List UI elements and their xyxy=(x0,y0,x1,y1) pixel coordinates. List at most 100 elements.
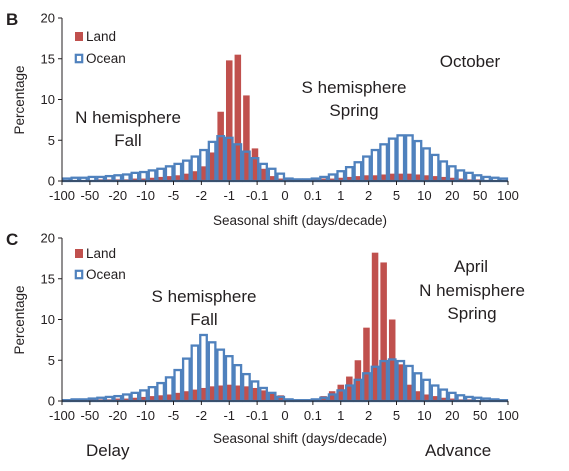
panel-b-ocean-bar xyxy=(104,174,114,183)
panel-c-ocean-bar xyxy=(104,395,114,403)
panel-b-land-bar xyxy=(337,177,345,181)
panel-b-land-bar xyxy=(234,54,242,181)
panel-b-land-bar xyxy=(388,173,396,181)
panel-c-legend: Land Ocean xyxy=(74,246,126,282)
panel-c-land-bar xyxy=(131,397,139,401)
panel-b-y-tick-label: 20 xyxy=(41,11,55,26)
panel-b-x-tick-label: -10 xyxy=(136,188,155,203)
panel-c-x-tick-label: -1 xyxy=(223,408,235,423)
panel-b-ocean-bar xyxy=(473,174,483,183)
panel-b-x-tick-label: -100 xyxy=(49,188,75,203)
panel-c-land-bar xyxy=(140,396,147,401)
panel-b-land-bar xyxy=(191,171,199,181)
panel-c-land-bar xyxy=(174,392,182,401)
panel-b-month-label: October xyxy=(440,52,501,71)
panel-c-x-tick-label: 0 xyxy=(281,408,288,423)
panel-c-land-bar xyxy=(260,390,267,401)
panel-c-x-axis-title: Seasonal shift (days/decade) xyxy=(213,431,387,446)
panel-c-x-tick-label: -10 xyxy=(136,408,155,423)
panel-c-x-tick-label: 100 xyxy=(497,408,519,423)
panel-c-y-tick-label: 15 xyxy=(41,271,55,286)
panel-b-land-bar xyxy=(363,175,370,181)
panel-c-legend-land: Land xyxy=(86,246,116,261)
panel-b-land-bar xyxy=(431,176,439,181)
panel-b-land-bar xyxy=(354,176,362,181)
panel-c-y-tick-label: 10 xyxy=(41,312,55,327)
panel-c-x-tick-label: -20 xyxy=(108,408,127,423)
panel-c-land-bar xyxy=(251,387,259,401)
panel-c-y-axis-title: Percentage xyxy=(12,285,27,354)
panel-b-x-tick-label: 5 xyxy=(393,188,400,203)
panel-c-bars xyxy=(61,252,509,403)
panel-c-land-bar xyxy=(225,384,233,401)
panel-b-x-tick-label: -20 xyxy=(108,188,127,203)
panel-c-land-bar xyxy=(200,387,207,401)
panel-c-y-tick-label: 20 xyxy=(41,231,55,246)
panel-b-ocean-bar xyxy=(276,172,286,183)
panel-b-x-tick-label: -0.1 xyxy=(246,188,268,203)
panel-b-ocean-bar xyxy=(121,173,131,183)
panel-c-legend-land-swatch xyxy=(75,249,83,258)
panel-c-ocean-bar xyxy=(121,393,131,403)
panel-b-land-bar xyxy=(320,178,327,181)
panel-b-y-tick-label: 15 xyxy=(41,51,55,66)
panel-b-legend-land: Land xyxy=(86,29,116,44)
panel-b-land-bar xyxy=(251,148,259,181)
panel-b-x-tick-label: -5 xyxy=(168,188,180,203)
panel-c-land-bar xyxy=(346,376,353,401)
panel-b-x-tick-label: 20 xyxy=(445,188,459,203)
panel-b-land-bar xyxy=(397,173,405,181)
panel-c-land-bar xyxy=(440,397,447,401)
panel-b-y-tick-label: 5 xyxy=(48,133,55,148)
panel-c-land-bar xyxy=(277,395,284,401)
panel-c-ocean-bar xyxy=(456,394,466,403)
panel-b-land-bar xyxy=(414,174,422,181)
panel-c-land-bar xyxy=(414,391,422,401)
panel-c-x-tick-label: 2 xyxy=(365,408,372,423)
panel-c-land-bar xyxy=(123,398,130,401)
panel-b-legend: Land Ocean xyxy=(74,29,126,66)
panel-c-land-bar xyxy=(268,392,276,401)
panel-b-land-bar xyxy=(371,175,379,181)
panel-c-x-tick-label: -2 xyxy=(196,408,208,423)
panel-c-ticks: 0 5 10 15 20 -100 -50 -20 -10 -5 -2 -1 -0.1 0 0.1 1 2 5 10… xyxy=(41,231,519,424)
panel-b-legend-ocean-swatch xyxy=(74,53,84,64)
panel-c-legend-ocean-swatch xyxy=(74,269,84,280)
panel-c-right-annotation-line2: Spring xyxy=(447,304,496,323)
panel-c-y-tick-label: 5 xyxy=(48,353,55,368)
panel-b-land-bar xyxy=(165,176,173,181)
panel-b-right-annotation-line1: S hemisphere xyxy=(302,78,407,97)
panel-c-x-tick-label: 5 xyxy=(393,408,400,423)
panel-b-x-tick-label: 50 xyxy=(473,188,487,203)
panel-c-land-bar xyxy=(234,385,242,401)
panel-b-land-bar xyxy=(440,176,447,181)
panel-b-land-bar xyxy=(380,174,387,181)
panel-c-x-tick-label: -50 xyxy=(80,408,99,423)
panel-b-land-bar xyxy=(157,176,164,181)
panel-c-land-bar xyxy=(148,396,156,401)
panel-c-land-bar xyxy=(397,364,405,401)
panel-b-x-tick-label: 100 xyxy=(497,188,519,203)
panel-c-ocean-bar xyxy=(113,394,123,403)
panel-c-land-bar xyxy=(183,391,190,401)
panel-b-legend-land-swatch xyxy=(75,32,83,41)
panel-c-letter: C xyxy=(6,230,18,249)
panel-c-y-tick-label: 0 xyxy=(48,394,55,409)
panel-b-x-tick-label: 0.1 xyxy=(304,188,322,203)
panel-b-land-bar xyxy=(217,111,224,181)
delay-label: Delay xyxy=(86,441,130,460)
panel-c-land-bar xyxy=(371,252,379,401)
panel-b-right-annotation-line2: Spring xyxy=(329,101,378,120)
panel-b-land-bar xyxy=(423,175,430,181)
panel-c-land-bar xyxy=(328,391,336,401)
advance-label: Advance xyxy=(425,441,492,460)
panel-c-x-tick-label: 1 xyxy=(337,408,344,423)
panel-b-ocean-bar xyxy=(327,173,337,183)
panel-c-right-annotation-line1: N hemisphere xyxy=(419,281,525,300)
panel-b-land-bar xyxy=(277,178,284,181)
panel-b-x-tick-label: -1 xyxy=(223,188,235,203)
panel-c-x-tick-label: 50 xyxy=(473,408,487,423)
